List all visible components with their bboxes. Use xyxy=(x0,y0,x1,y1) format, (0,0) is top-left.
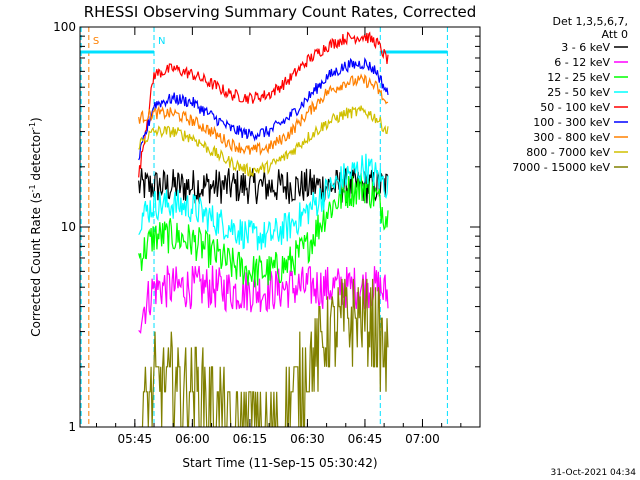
y-axis-ticks: 1 10 100 xyxy=(53,20,480,434)
x-axis-ticks: 05:45 06:00 06:15 06:30 06:45 07:00 xyxy=(95,27,481,446)
series-line-7 xyxy=(138,105,389,177)
series-layer xyxy=(138,31,389,427)
y-tick-label-2: 100 xyxy=(53,20,76,34)
annotation-n: N xyxy=(158,36,165,47)
legend-label-7: 800 - 7000 keV xyxy=(526,146,610,159)
series-line-1 xyxy=(138,265,389,334)
series-line-8 xyxy=(138,278,389,427)
x-tick-label-4: 06:45 xyxy=(348,432,383,446)
x-tick-label-0: 05:45 xyxy=(118,432,153,446)
legend-label-4: 50 - 100 keV xyxy=(540,101,610,114)
footer-date: 31-Oct-2021 04:34 xyxy=(551,468,637,478)
legend-label-8: 7000 - 15000 keV xyxy=(512,161,610,174)
series-line-5 xyxy=(138,57,389,161)
series-line-6 xyxy=(138,73,389,156)
x-tick-label-5: 07:00 xyxy=(405,432,440,446)
x-tick-label-2: 06:15 xyxy=(233,432,268,446)
y-axis-label: Corrected Count Rate (s-1 detector-1) xyxy=(28,117,43,336)
y-tick-label-0: 1 xyxy=(68,420,76,434)
legend-label-5: 100 - 300 keV xyxy=(533,116,610,129)
legend-label-6: 300 - 800 keV xyxy=(533,131,610,144)
x-tick-label-1: 06:00 xyxy=(175,432,210,446)
legend-label-2: 12 - 25 keV xyxy=(547,71,610,84)
legend-header-line-2: Att 0 xyxy=(602,28,628,41)
x-tick-label-3: 06:30 xyxy=(290,432,325,446)
annotation-s: S xyxy=(93,36,99,47)
x-axis-label: Start Time (11-Sep-15 05:30:42) xyxy=(182,456,377,470)
legend-label-3: 25 - 50 keV xyxy=(547,86,610,99)
legend: 3 - 6 keV 6 - 12 keV 12 - 25 keV 25 - 50 ke… xyxy=(512,41,628,174)
y-tick-label-1: 10 xyxy=(61,220,76,234)
legend-header-line-1: Det 1,3,5,6,7, xyxy=(552,15,628,28)
series-line-4 xyxy=(138,31,389,178)
legend-label-0: 3 - 6 keV xyxy=(561,41,610,54)
series-line-3 xyxy=(138,153,389,251)
series-line-2 xyxy=(138,172,389,288)
chart-title: RHESSI Observing Summary Count Rates, Co… xyxy=(84,3,477,21)
legend-label-1: 6 - 12 keV xyxy=(554,56,610,69)
